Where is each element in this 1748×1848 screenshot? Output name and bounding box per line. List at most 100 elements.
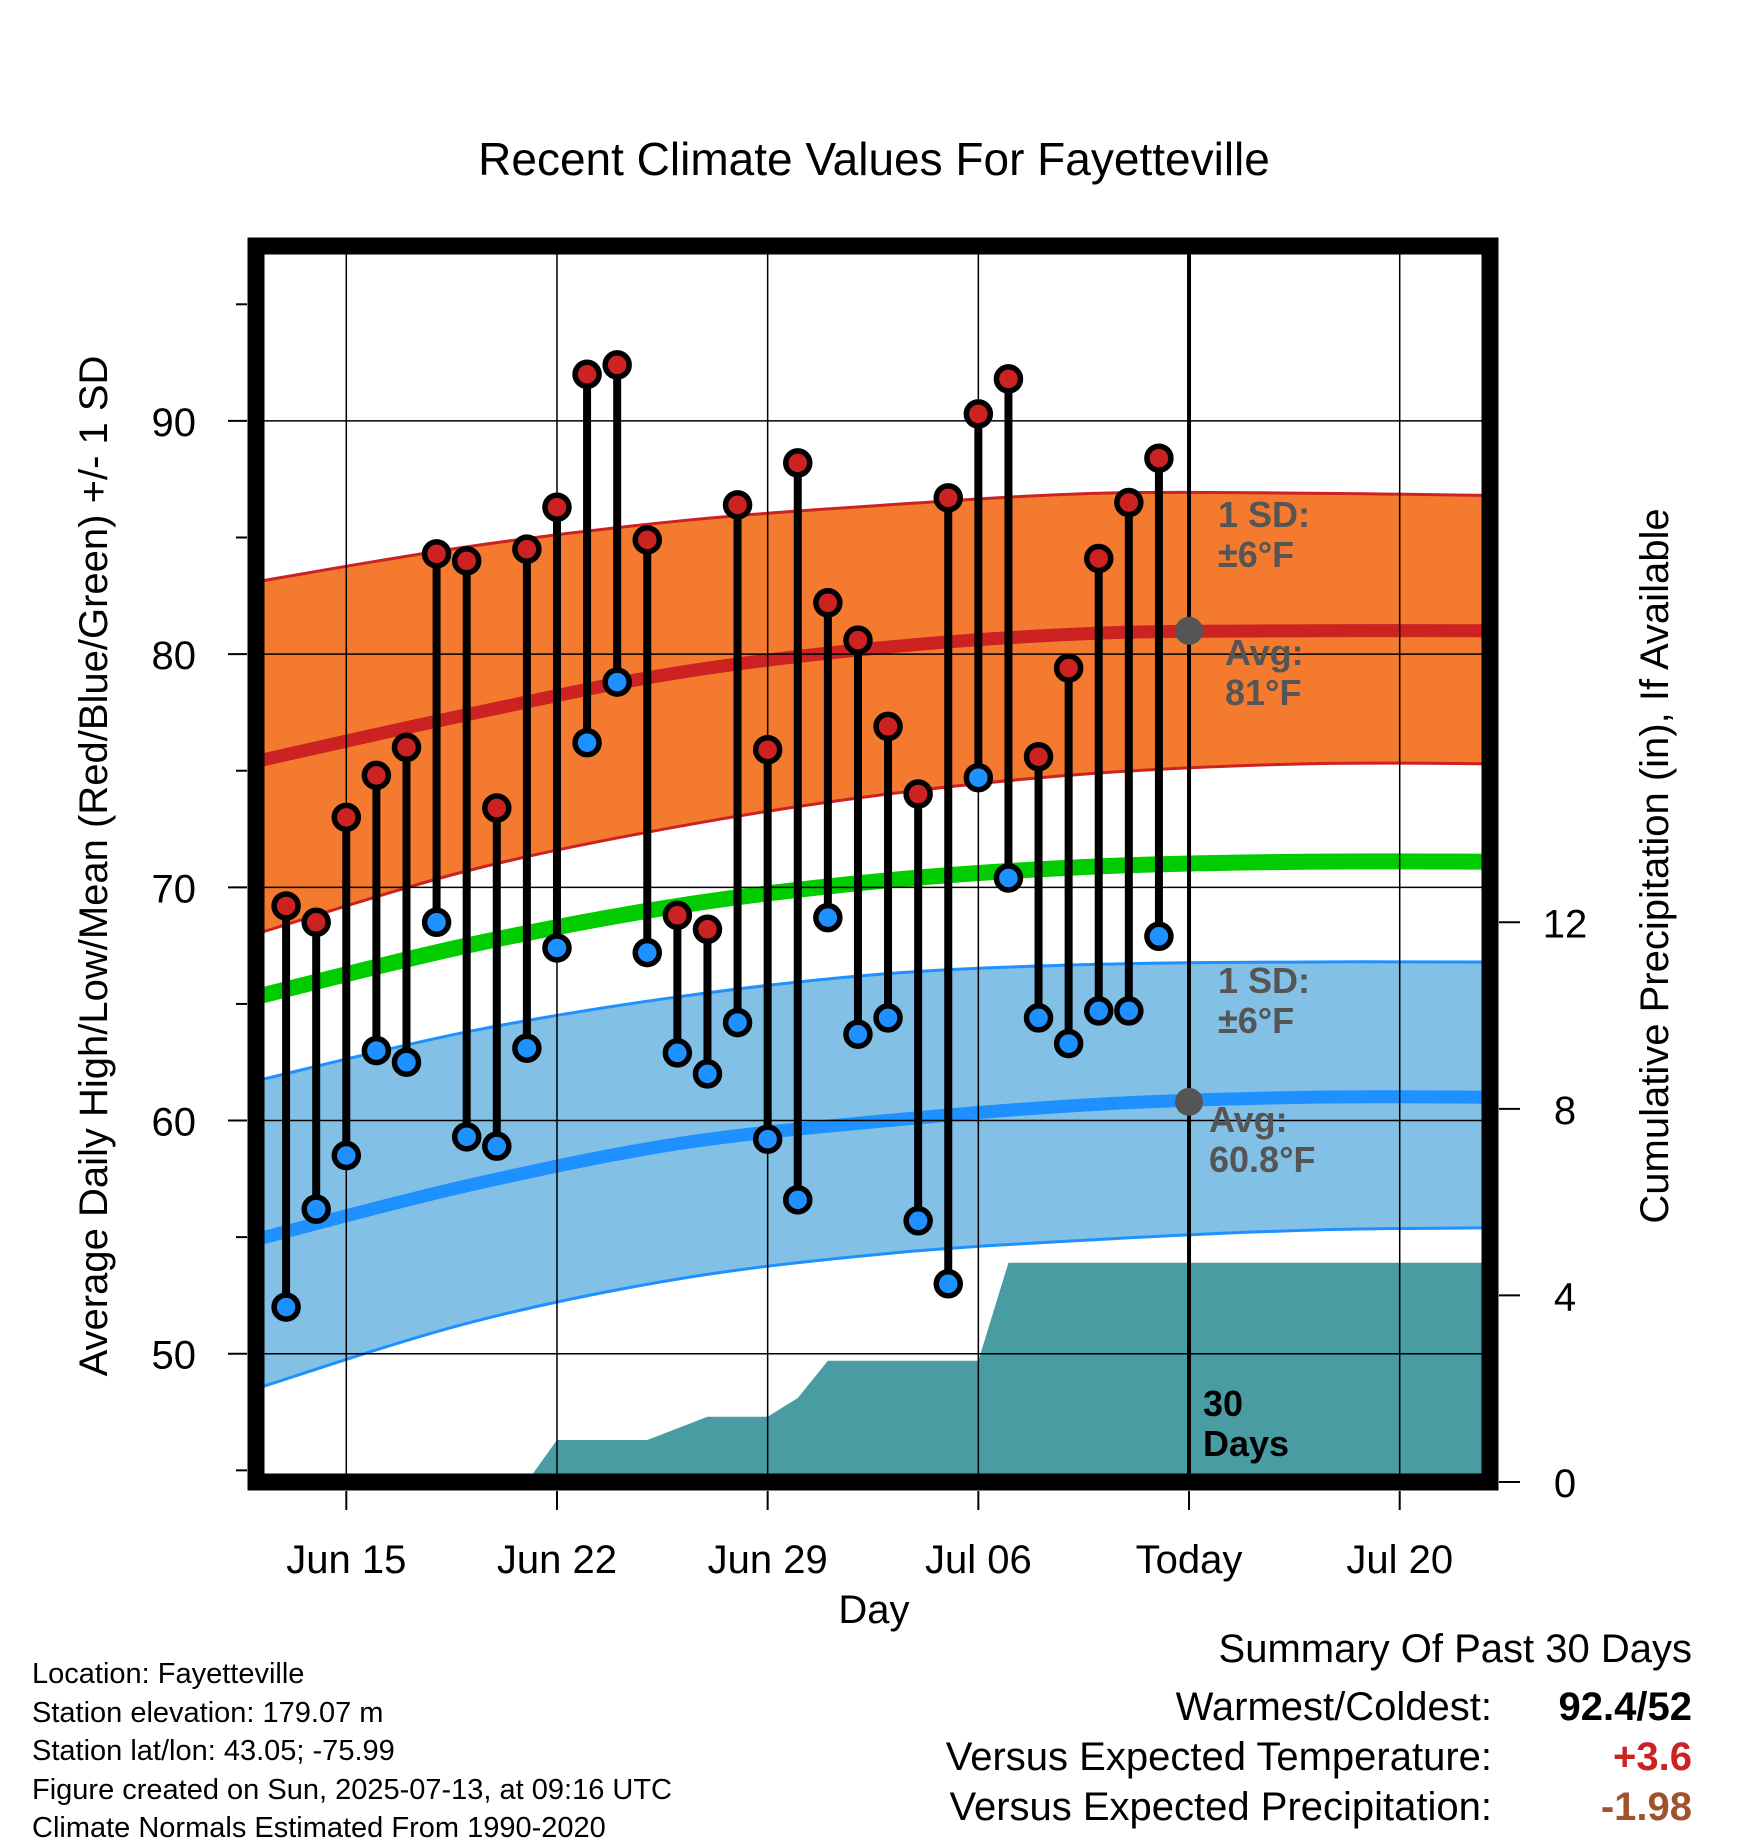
info-location: Location: Fayetteville [32, 1658, 305, 1690]
high-point [1083, 543, 1114, 574]
high-point [662, 900, 693, 931]
high-point [512, 534, 542, 564]
low-point [271, 1292, 301, 1322]
x-tick-label: Today [1136, 1538, 1243, 1582]
high-point [963, 399, 994, 429]
high-point [843, 625, 873, 655]
x-tick-label: Jun 15 [286, 1538, 406, 1582]
low-point [361, 1035, 392, 1066]
high-point [1114, 487, 1144, 518]
low-point [1053, 1028, 1084, 1059]
x-tick-label: Jun 29 [708, 1538, 828, 1582]
info-elevation: Station elevation: 179.07 m [32, 1696, 384, 1729]
high-point [331, 802, 362, 833]
x-axis-label: Day [838, 1588, 909, 1632]
x-tick-label: Jul 20 [1346, 1538, 1453, 1582]
high-point [783, 448, 813, 478]
low-point [602, 667, 632, 697]
high-point [391, 732, 422, 763]
low-sd-annotation: 1 SD: ±6°F [1218, 960, 1310, 1041]
x-tick-label: Jul 06 [925, 1538, 1032, 1582]
warm-cold-label: Warmest/Coldest: [1175, 1685, 1492, 1729]
y2-tick-label: 0 [1554, 1462, 1576, 1506]
y-tick-label: 60 [152, 1101, 197, 1145]
high-point [752, 734, 783, 765]
precip-area [256, 1262, 1490, 1482]
high-point [361, 760, 392, 791]
x-tick-label: Jun 22 [497, 1538, 617, 1582]
summary-panel: Summary Of Past 30 Days Warmest/Coldest:… [892, 1627, 1692, 1835]
low-normal-lower-line [256, 1226, 1490, 1391]
period-annotation: 30 Days [1203, 1383, 1289, 1464]
plot-area: 1 SD: ±6°F Avg: 81°F 1 SD: ±6°F Avg: 60.8°F 30 Da… [152, 237, 1588, 1582]
high-point [873, 711, 903, 742]
low-point [752, 1124, 783, 1154]
y2-tick-label: 12 [1543, 902, 1588, 946]
high-point [451, 546, 482, 576]
high-point [632, 525, 663, 555]
low-point [482, 1131, 512, 1161]
low-point [451, 1122, 482, 1152]
summary-precip: Versus Expected Precipitation: -1.98 [892, 1785, 1692, 1835]
high-point [993, 364, 1024, 394]
low-point [542, 933, 572, 963]
temp-label: Versus Expected Temperature: [945, 1735, 1492, 1779]
low-point [993, 863, 1024, 893]
low-point [572, 727, 602, 758]
plot-frame [247, 237, 1499, 1491]
low-normal-band [256, 961, 1490, 1389]
y-axis-label: Average Daily High/Low/Mean (Red/Blue/Gr… [72, 356, 116, 1377]
precip-label: Versus Expected Precipitation: [949, 1785, 1492, 1829]
low-point [873, 1003, 903, 1033]
y2-axis-label: Cumulative Precipitation (in), If Availa… [1633, 508, 1677, 1223]
low-point [331, 1140, 362, 1171]
temp-value: +3.6 [1613, 1735, 1692, 1779]
low-avg-marker [1175, 1087, 1204, 1116]
high-point [301, 907, 331, 938]
y2-tick-label: 4 [1554, 1275, 1576, 1319]
low-point [632, 937, 663, 968]
high-point [1023, 741, 1054, 772]
low-point [722, 1007, 753, 1038]
low-point [421, 907, 452, 938]
high-point [271, 891, 301, 921]
summary-temp: Versus Expected Temperature: +3.6 [892, 1735, 1692, 1785]
warm-cold-value: 92.4/52 [1558, 1685, 1692, 1729]
y-tick-label: 50 [152, 1334, 197, 1378]
high-point [421, 539, 452, 569]
low-point [512, 1033, 542, 1063]
y-tick-label: 70 [152, 867, 197, 911]
low-point [783, 1185, 813, 1215]
low-point [1023, 1003, 1054, 1033]
high-avg-marker [1175, 616, 1204, 645]
low-point [391, 1047, 422, 1077]
chart-title: Recent Climate Values For Fayetteville [478, 133, 1270, 185]
high-point [572, 359, 602, 390]
precip-value: -1.98 [1600, 1785, 1692, 1829]
station-info: Location: Fayetteville Station elevation… [32, 1655, 672, 1848]
high-normal-band [256, 492, 1490, 934]
high-sd-annotation: 1 SD: ±6°F [1218, 494, 1310, 575]
y2-tick-label: 8 [1554, 1089, 1576, 1133]
low-point [692, 1059, 723, 1089]
high-point [933, 483, 963, 513]
high-avg-annotation: Avg: 81°F [1225, 632, 1304, 713]
high-point [692, 914, 723, 945]
low-point [963, 762, 994, 793]
low-point [1144, 921, 1174, 952]
high-point [903, 779, 933, 809]
summary-warm-cold: Warmest/Coldest: 92.4/52 [892, 1685, 1692, 1735]
high-point [813, 588, 843, 618]
info-latlon: Station lat/lon: 43.05; -75.99 [32, 1735, 395, 1767]
info-created: Figure created on Sun, 2025-07-13, at 09… [32, 1773, 672, 1806]
low-point [662, 1038, 693, 1068]
low-point [843, 1019, 873, 1049]
low-point [301, 1194, 331, 1224]
plot-clip-group [256, 246, 1490, 1482]
info-normals: Climate Normals Estimated From 1990-2020 [32, 1812, 606, 1844]
low-point [1083, 996, 1114, 1026]
high-point [1144, 443, 1174, 473]
low-point [813, 902, 843, 933]
high-point [542, 492, 572, 522]
